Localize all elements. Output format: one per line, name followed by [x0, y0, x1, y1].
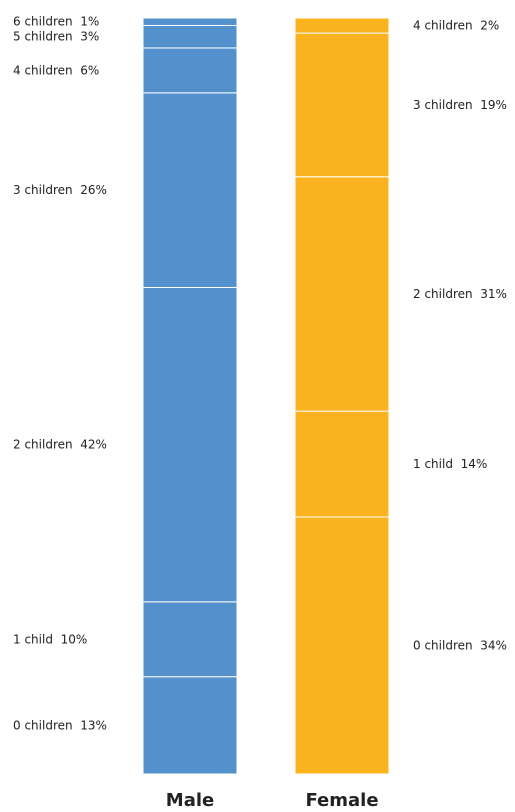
segment-label: 2 children 31%: [413, 287, 507, 301]
bar-segment: [294, 17, 390, 34]
segment-label: 1 child 10%: [13, 632, 87, 646]
category-label: Female: [305, 790, 378, 811]
bar-segment: [142, 24, 238, 49]
bar-segment: [142, 676, 238, 775]
bar-segment: [142, 92, 238, 288]
bar-group-male: [142, 17, 238, 775]
bar-segment: [142, 286, 238, 603]
segment-label: 4 children 6%: [13, 63, 99, 77]
bar-segment: [294, 516, 390, 775]
segment-label: 0 children 13%: [13, 718, 107, 732]
segment-label: 4 children 2%: [413, 19, 499, 33]
segment-label: 6 children 1%: [13, 15, 99, 29]
segment-label: 3 children 19%: [413, 98, 507, 112]
bar-group-female: [294, 17, 390, 775]
bar-segment: [142, 601, 238, 678]
segment-label: 3 children 26%: [13, 183, 107, 197]
bar-segment: [294, 176, 390, 412]
bar-segment: [142, 17, 238, 26]
segment-label: 1 child 14%: [413, 457, 487, 471]
bar-segment: [294, 32, 390, 178]
bar-segment: [142, 47, 238, 94]
category-label: Male: [166, 790, 214, 811]
segment-label: 2 children 42%: [13, 438, 107, 452]
segment-label: 0 children 34%: [413, 638, 507, 652]
bar-segment: [294, 410, 390, 518]
segment-label: 5 children 3%: [13, 30, 99, 44]
